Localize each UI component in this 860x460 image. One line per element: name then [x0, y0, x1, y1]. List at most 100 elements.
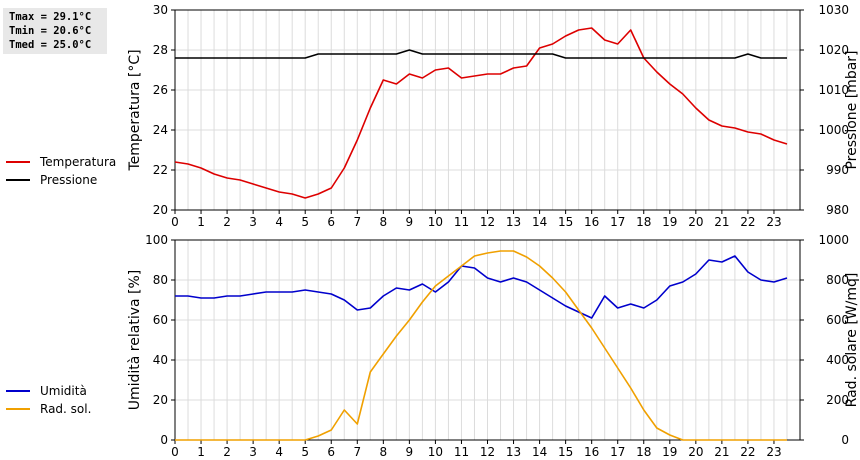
y2-tick-label: 1020: [818, 43, 849, 57]
x-tick-label: 2: [223, 215, 231, 229]
plot-frame: [174, 9, 801, 211]
legend-label-radsol: Rad. sol.: [40, 402, 92, 416]
y-tick-label: 40: [153, 353, 168, 367]
x-tick-label: 0: [171, 445, 179, 459]
x-tick-label: 23: [766, 215, 781, 229]
legend-item-umidita: Umidità: [6, 382, 91, 400]
x-tick-label: 9: [406, 445, 414, 459]
y2-tick-label: 200: [826, 393, 849, 407]
x-tick-label: 2: [223, 445, 231, 459]
legend-bottom: Umidità Rad. sol.: [6, 382, 91, 418]
x-tick-label: 4: [275, 445, 283, 459]
x-tick-label: 15: [558, 215, 573, 229]
x-tick-label: 13: [506, 215, 521, 229]
y-tick-label: 20: [153, 393, 168, 407]
x-tick-label: 18: [636, 445, 651, 459]
x-tick-label: 19: [662, 215, 677, 229]
x-tick-label: 6: [327, 445, 335, 459]
series-line-pressione: [175, 49, 787, 59]
tmed-text: Tmed = 25.0°C: [9, 39, 92, 51]
y2-tick-label: 990: [826, 163, 849, 177]
legend-swatch-umidita: [6, 390, 30, 392]
y-tick-label: 20: [153, 203, 168, 217]
tmax-text: Tmax = 29.1°C: [9, 11, 92, 23]
legend-label-temperatura: Temperatura: [40, 155, 117, 169]
x-tick-label: 8: [380, 215, 388, 229]
y2-tick-label: 1000: [818, 123, 849, 137]
x-tick-label: 9: [406, 215, 414, 229]
y2-tick-label: 1000: [818, 233, 849, 247]
y-tick-label: 24: [153, 123, 168, 137]
x-tick-label: 19: [662, 445, 677, 459]
legend-label-pressione: Pressione: [40, 173, 98, 187]
y2-tick-label: 980: [826, 203, 849, 217]
plot-frame: [174, 239, 801, 441]
tmin-text: Tmin = 20.6°C: [9, 25, 92, 37]
x-tick-label: 7: [353, 215, 361, 229]
x-tick-label: 5: [301, 445, 309, 459]
y2-axis-label: Pressione [mbar]: [844, 50, 860, 169]
x-tick-label: 20: [688, 215, 703, 229]
y2-tick-label: 0: [841, 433, 849, 447]
x-tick-label: 0: [171, 215, 179, 229]
y-tick-label: 60: [153, 313, 168, 327]
x-tick-label: 12: [480, 215, 495, 229]
x-tick-label: 11: [454, 445, 469, 459]
y2-tick-label: 600: [826, 313, 849, 327]
x-tick-label: 13: [506, 445, 521, 459]
x-tick-label: 18: [636, 215, 651, 229]
y2-axis-label: Rad. solare [W/mq]: [844, 273, 860, 408]
x-tick-label: 3: [249, 445, 257, 459]
y-tick-label: 30: [153, 3, 168, 17]
legend-item-pressione: Pressione: [6, 171, 116, 189]
x-tick-label: 23: [766, 445, 781, 459]
series-line-rad-sol-: [175, 250, 787, 441]
series-line-temperatura: [174, 27, 788, 199]
x-tick-label: 11: [454, 215, 469, 229]
y2-tick-label: 1010: [818, 83, 849, 97]
y2-tick-label: 800: [826, 273, 849, 287]
x-tick-label: 3: [249, 215, 257, 229]
legend-top: Temperatura Pressione: [6, 153, 116, 189]
x-tick-label: 10: [428, 215, 443, 229]
x-tick-label: 7: [353, 445, 361, 459]
x-tick-label: 5: [301, 215, 309, 229]
series-line-umidit-: [175, 255, 788, 319]
x-tick-label: 21: [714, 445, 729, 459]
x-tick-label: 1: [197, 445, 205, 459]
y-tick-label: 100: [145, 233, 168, 247]
legend-swatch-pressione: [6, 179, 30, 181]
x-tick-label: 22: [740, 215, 755, 229]
y2-tick-label: 1030: [818, 3, 849, 17]
x-tick-label: 6: [327, 215, 335, 229]
legend-item-radsol: Rad. sol.: [6, 400, 91, 418]
y-tick-label: 26: [153, 83, 168, 97]
y-tick-label: 80: [153, 273, 168, 287]
x-tick-label: 16: [584, 445, 599, 459]
x-tick-label: 1: [197, 215, 205, 229]
x-tick-label: 10: [428, 445, 443, 459]
x-tick-label: 17: [610, 445, 625, 459]
y-tick-label: 0: [160, 433, 168, 447]
x-tick-label: 17: [610, 215, 625, 229]
y-axis-label: Temperatura [°C]: [127, 49, 143, 171]
stats-box: Tmax = 29.1°C Tmin = 20.6°C Tmed = 25.0°…: [3, 8, 107, 54]
y-tick-label: 22: [153, 163, 168, 177]
x-tick-label: 14: [532, 445, 547, 459]
legend-label-umidita: Umidità: [40, 384, 87, 398]
y2-tick-label: 400: [826, 353, 849, 367]
y-axis-label: Umidità relativa [%]: [127, 270, 143, 411]
y-tick-label: 28: [153, 43, 168, 57]
x-tick-label: 15: [558, 445, 573, 459]
x-tick-label: 20: [688, 445, 703, 459]
x-tick-label: 16: [584, 215, 599, 229]
x-tick-label: 4: [275, 215, 283, 229]
x-tick-label: 8: [380, 445, 388, 459]
legend-item-temperatura: Temperatura: [6, 153, 116, 171]
x-tick-label: 21: [714, 215, 729, 229]
x-tick-label: 22: [740, 445, 755, 459]
x-tick-label: 12: [480, 445, 495, 459]
